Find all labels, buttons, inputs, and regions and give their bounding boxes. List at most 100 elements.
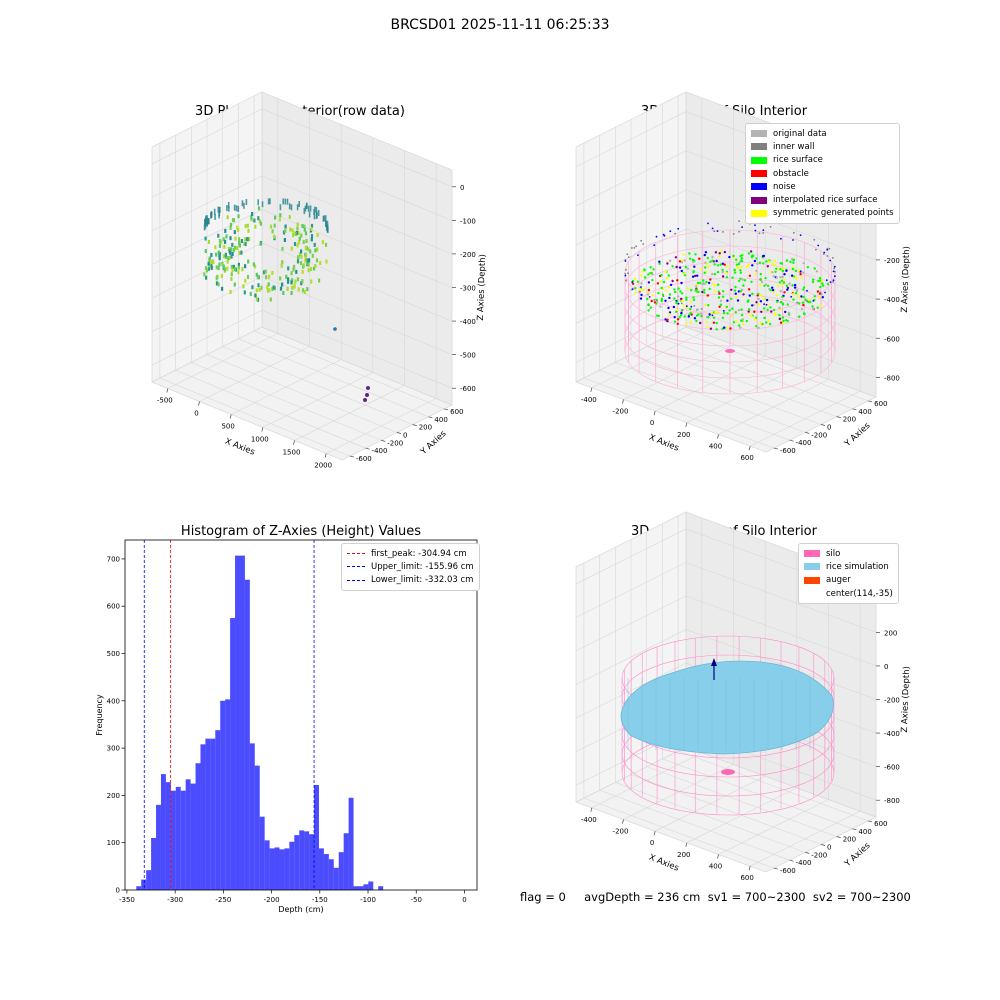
raw-point	[223, 254, 226, 259]
cls-xtick	[685, 422, 688, 427]
cls-point	[673, 320, 677, 323]
raw-point	[292, 267, 295, 272]
cls-wall-point	[790, 295, 793, 298]
cls-point	[737, 290, 741, 293]
sim-xgrid	[623, 529, 734, 820]
cls-point	[802, 295, 805, 299]
cls-point	[711, 259, 714, 262]
cls-point	[649, 306, 652, 309]
cls-point	[715, 321, 718, 325]
raw-ytick	[365, 447, 370, 450]
cls-wall-point	[722, 231, 724, 233]
raw-point	[296, 277, 300, 282]
cls-point	[658, 262, 661, 265]
cls-point	[782, 322, 785, 325]
raw-point	[217, 266, 220, 271]
cls-point	[659, 280, 662, 283]
raw-point	[249, 291, 252, 296]
cls-point	[701, 282, 704, 286]
cls-point	[737, 262, 741, 266]
cls-point	[680, 311, 683, 315]
cls-point	[733, 289, 737, 292]
cls-point	[675, 265, 678, 269]
cls-wall-point	[625, 268, 627, 271]
cls-point	[703, 271, 706, 274]
cls-point	[785, 259, 789, 262]
cls-point	[680, 261, 684, 264]
cls-point	[802, 271, 805, 274]
cls-zgrid	[575, 189, 877, 261]
raw-point	[305, 239, 308, 243]
raw-point	[244, 242, 247, 247]
cls-point	[747, 252, 751, 255]
cls-wall-point	[674, 232, 676, 235]
raw-point	[244, 264, 247, 269]
cls-point	[674, 290, 677, 294]
sim-xtick-label: -200	[613, 828, 629, 836]
raw-xtick-label: 2000	[314, 462, 332, 470]
histogram-xtick-label: -100	[360, 896, 376, 904]
cls-point	[692, 298, 696, 302]
cls-point	[821, 296, 824, 299]
raw-ygrid	[238, 103, 429, 418]
cls-wall-point	[762, 232, 765, 234]
raw-point	[227, 246, 230, 251]
raw-xtick-label: 1000	[251, 436, 269, 444]
cls-point	[759, 278, 763, 281]
raw-ztick-label: 0	[460, 184, 464, 192]
cls-point	[747, 263, 750, 267]
raw-point	[229, 250, 232, 255]
cls-wall-point	[824, 291, 826, 294]
cls-wall-point	[834, 270, 836, 273]
cls-point	[647, 281, 651, 284]
raw-ztick-label: -500	[460, 352, 476, 360]
cls-point	[784, 310, 787, 314]
cls-point	[757, 297, 760, 301]
cls-point	[666, 318, 669, 322]
raw-point	[297, 287, 300, 292]
raw-point	[255, 296, 258, 301]
histogram-xtick-label: -50	[411, 896, 422, 904]
cls-point	[695, 319, 698, 323]
raw-point	[243, 241, 246, 246]
raw-point	[207, 261, 210, 266]
cls-point	[753, 259, 757, 263]
cls-point	[638, 288, 642, 291]
cls-zgrid	[575, 228, 877, 300]
cls-point	[665, 276, 669, 280]
raw-point	[313, 242, 316, 247]
cls-wall-point	[738, 230, 740, 233]
sim-zgrid	[575, 562, 877, 633]
raw-point	[210, 259, 213, 264]
raw-point	[207, 266, 210, 271]
cls-point	[756, 262, 759, 265]
cls-point	[798, 302, 801, 305]
cls-ytick-label: 0	[827, 424, 831, 432]
cls-point	[781, 316, 785, 319]
raw-point	[233, 245, 236, 250]
raw-point	[310, 267, 313, 272]
cls-point	[795, 288, 798, 292]
cls-point	[660, 297, 664, 301]
cls-silo-bottom	[725, 349, 735, 353]
cls-point	[782, 281, 786, 284]
cls-point	[748, 308, 751, 311]
cls-point	[801, 301, 805, 304]
legend-swatch	[751, 130, 767, 138]
sim-xtick	[717, 854, 719, 859]
raw-point	[221, 261, 224, 266]
raw-xtick-label: 1500	[283, 449, 301, 457]
histogram-bar	[289, 841, 295, 890]
cls-point	[687, 315, 690, 318]
raw-point	[271, 287, 274, 291]
raw-point	[251, 285, 254, 290]
cls-point	[718, 255, 721, 258]
histogram-bar	[141, 879, 147, 890]
raw-point	[303, 227, 306, 232]
legend-entry: symmetric generated points	[751, 207, 894, 220]
histogram-bar	[225, 699, 231, 890]
cls-point	[767, 260, 771, 263]
cls-point	[655, 302, 658, 305]
sim-zgrid	[575, 629, 877, 700]
cls-point	[725, 265, 728, 268]
